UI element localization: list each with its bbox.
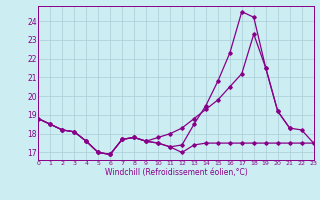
- X-axis label: Windchill (Refroidissement éolien,°C): Windchill (Refroidissement éolien,°C): [105, 168, 247, 177]
